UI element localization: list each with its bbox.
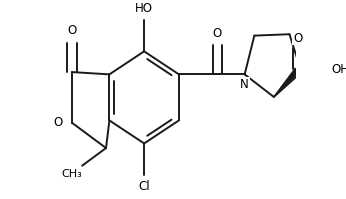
Text: HO: HO — [135, 2, 153, 15]
Text: O: O — [293, 32, 302, 45]
Text: OH: OH — [331, 63, 346, 76]
Text: O: O — [213, 27, 222, 40]
Text: N: N — [240, 78, 249, 91]
Text: O: O — [54, 116, 63, 129]
Text: Cl: Cl — [138, 180, 150, 193]
Polygon shape — [274, 68, 300, 97]
Text: O: O — [67, 24, 76, 37]
Text: CH₃: CH₃ — [62, 169, 82, 179]
